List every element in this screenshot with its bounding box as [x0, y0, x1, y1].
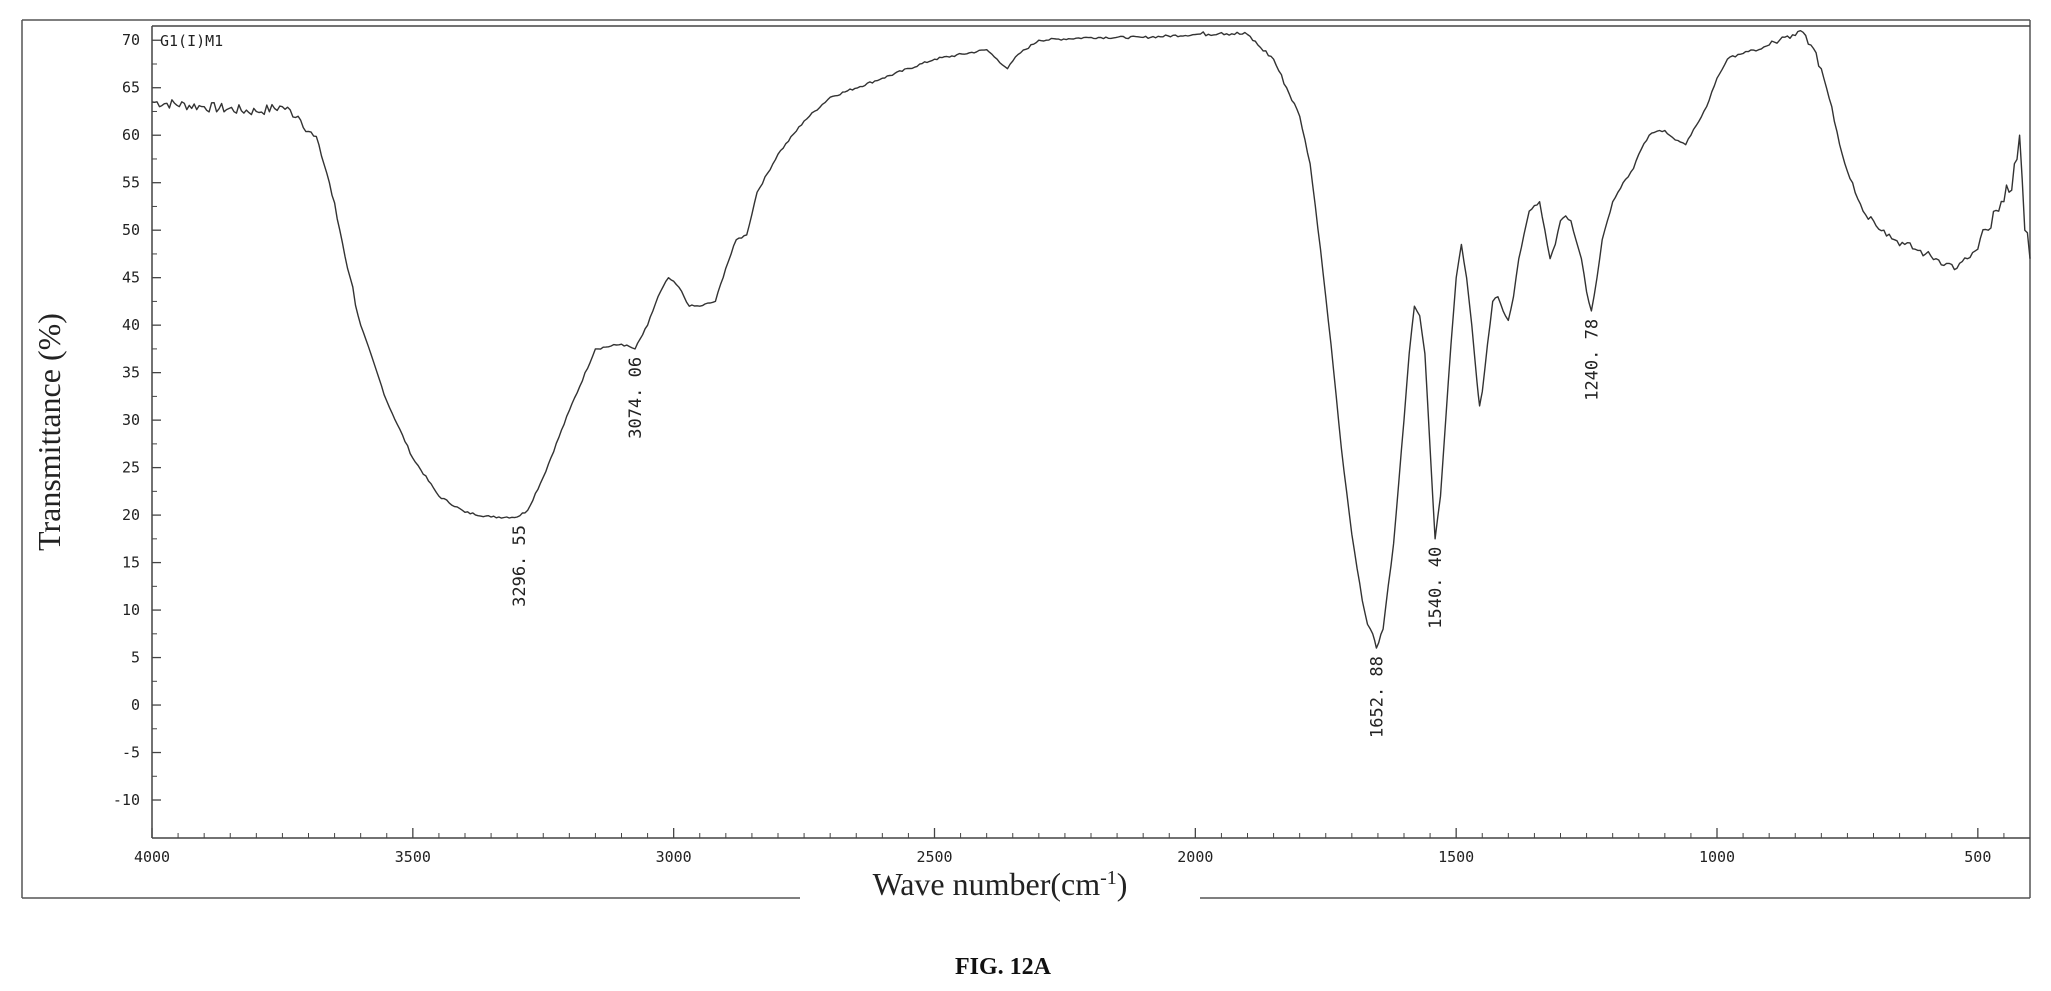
outer-frame: [21, 19, 2031, 899]
y-axis-label: Transmittance (%): [31, 313, 67, 551]
y-tick-label: 65: [122, 79, 140, 97]
y-tick-label: 35: [122, 364, 140, 382]
y-tick-label: 15: [122, 554, 140, 572]
y-tick-label: 30: [122, 411, 140, 429]
peak-labels: 3296. 55 3074. 06 1652. 88 1540. 40 1240. 78: [510, 319, 1602, 738]
y-tick-label: 40: [122, 316, 140, 334]
y-tick-label: 0: [131, 696, 140, 714]
y-tick-label: 60: [122, 126, 140, 144]
y-tick-label: 50: [122, 221, 140, 239]
y-tick-label: -10: [113, 791, 140, 809]
spectrum-series-line: [151, 30, 2031, 649]
x-tick-label: 2500: [916, 848, 952, 866]
figure-caption: FIG. 12A: [955, 954, 1052, 980]
x-axis-label-main: Wave number(cm: [873, 866, 1101, 902]
peak-label: 1240. 78: [1582, 319, 1602, 401]
peak-label: 1652. 88: [1367, 656, 1387, 738]
y-tick-label: 25: [122, 459, 140, 477]
x-tick-label: 2000: [1177, 848, 1213, 866]
x-axis-label-sup: -1: [1100, 867, 1117, 889]
y-tick-label: -5: [122, 744, 140, 762]
y-tick-label: 10: [122, 601, 140, 619]
y-tick-label: 45: [122, 269, 140, 287]
y-tick-label: 70: [122, 31, 140, 49]
x-tick-label: 3500: [395, 848, 431, 866]
x-axis-label-end: ): [1117, 866, 1128, 902]
x-axis: 4000 3500 3000 2500 2000 1500 1000 500: [134, 828, 2005, 866]
sample-label: G1(I)M1: [160, 32, 223, 50]
y-tick-label: 20: [122, 506, 140, 524]
peak-label: 3296. 55: [510, 525, 530, 607]
peak-label: 1540. 40: [1426, 547, 1446, 629]
peak-label: 3074. 06: [626, 357, 646, 439]
y-tick-label: 5: [131, 649, 140, 667]
x-tick-label: 1000: [1699, 848, 1735, 866]
x-tick-label: 1500: [1438, 848, 1474, 866]
x-axis-label: Wave number(cm-1): [873, 866, 1128, 902]
x-tick-label: 500: [1964, 848, 1991, 866]
x-tick-label: 4000: [134, 848, 170, 866]
x-tick-label: 3000: [656, 848, 692, 866]
y-tick-label: 55: [122, 174, 140, 192]
